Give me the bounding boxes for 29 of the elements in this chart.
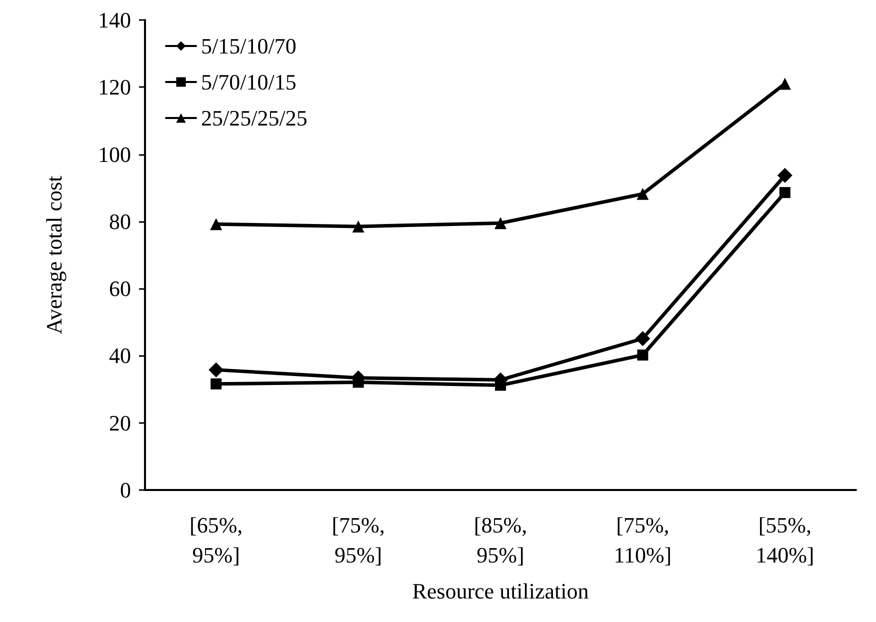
point: [779, 187, 790, 198]
point: [778, 78, 791, 90]
point: [635, 331, 650, 346]
x-tick-label: [75%, 110%]: [614, 512, 672, 568]
y-axis-title: Average total cost: [42, 176, 66, 334]
point: [636, 188, 649, 200]
y-tick-label: 140: [98, 8, 131, 32]
x-tick-label: [65%, 95%]: [190, 512, 243, 568]
point: [210, 218, 222, 230]
y-tick-label: 40: [109, 343, 131, 368]
point: [637, 350, 648, 361]
point: [208, 362, 224, 378]
x-tick-label: [75%, 95%]: [332, 512, 385, 568]
y-tick-label: 100: [98, 142, 131, 167]
x-tick-label: [55%, 140%]: [756, 512, 814, 568]
point: [210, 378, 222, 390]
y-tick-label: 120: [98, 74, 131, 100]
legend-label: 5/70/10/15: [201, 70, 296, 94]
legend-label: 5/15/10/70: [201, 34, 296, 58]
y-tick-label: 80: [109, 208, 131, 234]
point: [352, 220, 364, 232]
y-tick-label: 60: [109, 276, 131, 302]
x-axis-title: Resource utilization: [412, 578, 589, 604]
y-tick-label: 0: [120, 478, 131, 502]
point: [494, 217, 506, 230]
x-tick-label: [85%, 95%]: [474, 512, 528, 568]
legend-label: 25/25/25/25: [201, 106, 308, 130]
point: [777, 168, 792, 183]
y-tick-label: 20: [109, 410, 131, 436]
